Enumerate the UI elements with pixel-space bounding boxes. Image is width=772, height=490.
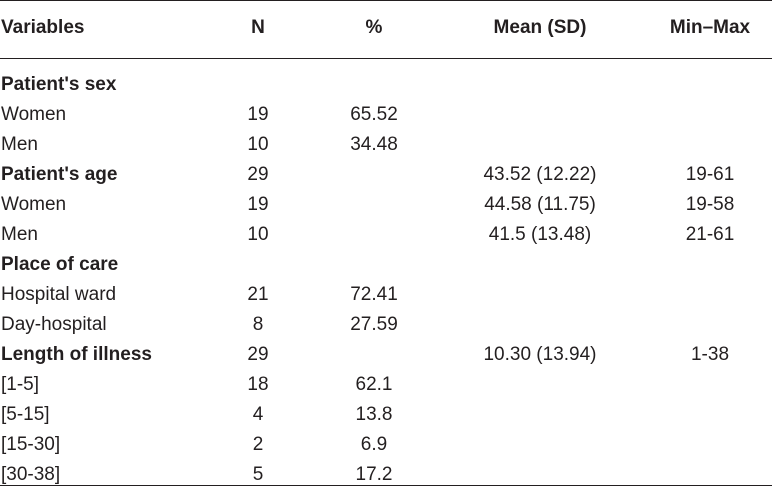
cell-variable: Women [1,194,67,215]
cell-n: 8 [252,314,264,335]
cell-n: 10 [247,134,269,155]
cell-n: 4 [252,404,264,425]
cell-variable: [1-5] [1,374,40,395]
table-row: Hospital ward 21 72.41 [0,280,772,310]
cell-n: 18 [247,374,269,395]
cell-n: 10 [247,224,269,245]
cell-percent: 27.59 [350,314,398,335]
table-row: [30-38] 5 17.2 [0,460,772,490]
cell-percent: 34.48 [350,134,398,155]
cell-variable: [5-15] [1,404,50,425]
cell-variable: [15-30] [1,434,61,455]
table-row: Men 10 34.48 [0,130,772,160]
header-mean-sd: Mean (SD) [493,17,587,38]
cell-variable: Women [1,104,67,125]
cell-percent: 62.1 [355,374,393,395]
cell-percent: 65.52 [350,104,398,125]
cell-percent: 17.2 [355,464,393,485]
cell-n: 5 [252,464,264,485]
table-group-row: Patient's age 29 43.52 (12.22) 19-61 [0,160,772,190]
cell-mean-sd: 43.52 (12.22) [483,164,597,185]
cell-variable: Patient's sex [1,74,117,95]
table-row: Women 19 65.52 [0,100,772,130]
cell-percent: 72.41 [350,284,398,305]
header-min-max: Min–Max [669,17,751,38]
cell-n: 29 [247,344,269,365]
cell-percent: 13.8 [355,404,393,425]
table-row: [5-15] 4 13.8 [0,400,772,430]
table-row: Men 10 41.5 (13.48) 21-61 [0,220,772,250]
cell-n: 19 [247,194,269,215]
table-row: Day-hospital 8 27.59 [0,310,772,340]
cell-variable: Length of illness [1,344,152,365]
cell-min-max: 19-61 [685,164,735,185]
table-header-row: Variables N % Mean (SD) Min–Max [0,13,772,43]
header-n: N [251,17,265,38]
cell-min-max: 1-38 [690,344,730,365]
cell-variable: Place of care [1,254,119,275]
table-header-rule [0,58,772,59]
table-row: Women 19 44.58 (11.75) 19-58 [0,190,772,220]
table-group-row: Length of illness 29 10.30 (13.94) 1-38 [0,340,772,370]
cell-mean-sd: 10.30 (13.94) [483,344,597,365]
table-row: [15-30] 2 6.9 [0,430,772,460]
cell-n: 21 [247,284,269,305]
cell-mean-sd: 41.5 (13.48) [488,224,592,245]
cell-variable: Men [1,134,38,155]
cell-percent: 6.9 [360,434,388,455]
cell-variable: Patient's age [1,164,118,185]
table-group-row: Patient's sex [0,70,772,100]
cell-variable: [30-38] [1,464,61,485]
table-top-rule [0,0,772,1]
cell-mean-sd: 44.58 (11.75) [484,194,596,215]
table-row: [1-5] 18 62.1 [0,370,772,400]
header-percent: % [365,17,383,38]
cell-min-max: 19-58 [685,194,735,215]
cell-min-max: 21-61 [685,224,735,245]
cell-n: 29 [247,164,269,185]
table-group-row: Place of care [0,250,772,280]
cell-variable: Day-hospital [1,314,107,335]
cell-n: 2 [252,434,264,455]
cell-variable: Hospital ward [1,284,117,305]
cell-n: 19 [247,104,269,125]
cell-variable: Men [1,224,38,245]
header-variables: Variables [1,17,85,38]
